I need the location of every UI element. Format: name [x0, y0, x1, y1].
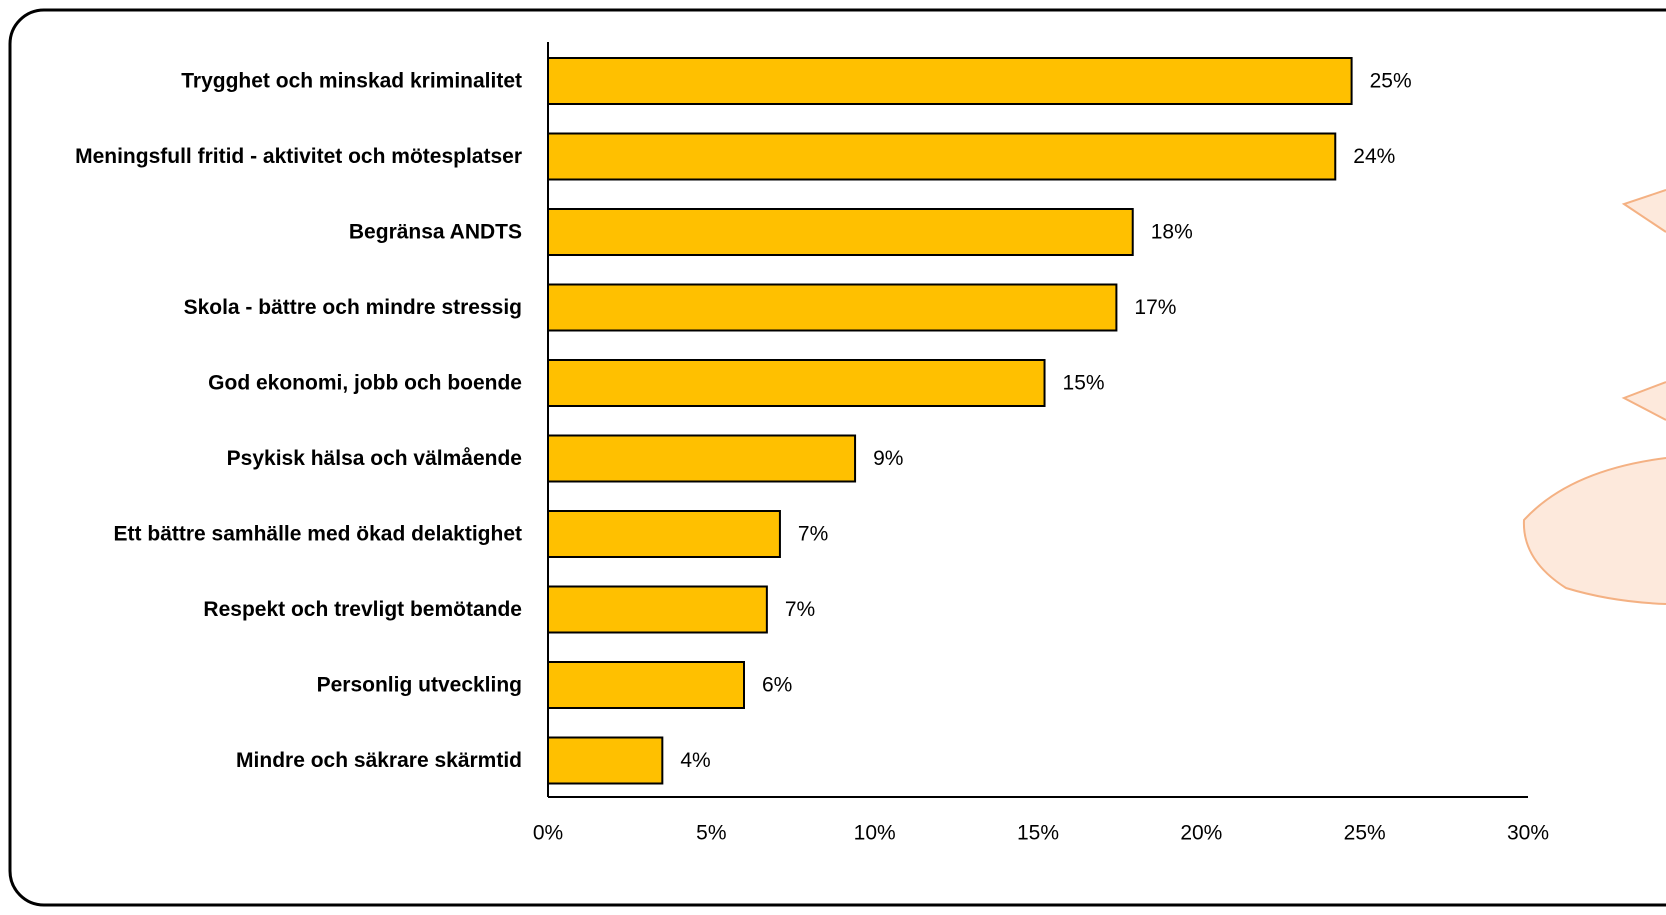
bar-chart: Trygghet och minskad kriminalitet 25% Meni…: [75, 42, 1549, 845]
callout-pointer-lower: [1621, 381, 1666, 421]
x-tick-label: 5%: [696, 822, 726, 845]
x-tick-label: 25%: [1344, 822, 1386, 845]
x-tick-label: 0%: [533, 822, 563, 845]
callout-bubble: [1522, 457, 1666, 605]
callout-pointer-upper: [1621, 189, 1666, 233]
x-tick-label: 15%: [1017, 822, 1059, 845]
bar: [547, 132, 1337, 181]
bar: [547, 736, 664, 785]
category-label: God ekonomi, jobb och boende: [208, 372, 522, 395]
bar: [547, 283, 1118, 332]
bar: [547, 510, 781, 558]
x-tick-label: 10%: [854, 822, 896, 845]
category-label: Mindre och säkrare skärmtid: [236, 749, 522, 772]
category-label: Skola - bättre och mindre stressig: [184, 296, 522, 319]
bar: [547, 208, 1134, 256]
bar: [547, 359, 1046, 407]
data-label: 15%: [1063, 372, 1105, 395]
data-label: 9%: [873, 447, 903, 470]
bar: [547, 434, 857, 483]
bar: [547, 661, 745, 709]
bar: [547, 585, 768, 634]
data-label: 4%: [680, 749, 710, 772]
data-label: 17%: [1134, 296, 1176, 319]
data-label: 7%: [785, 598, 815, 621]
category-label: Personlig utveckling: [317, 674, 522, 697]
x-tick-label: 30%: [1507, 822, 1549, 845]
data-label: 25%: [1370, 70, 1412, 93]
category-label: Ett bättre samhälle med ökad delaktighet: [114, 523, 522, 546]
category-label: Meningsfull fritid - aktivitet och mötes…: [75, 145, 522, 168]
bar: [547, 57, 1353, 105]
decorative-callout: [1522, 189, 1666, 605]
data-label: 18%: [1151, 221, 1193, 244]
data-label: 7%: [798, 523, 828, 546]
data-label: 6%: [762, 674, 792, 697]
category-label: Begränsa ANDTS: [349, 221, 522, 244]
category-label: Respekt och trevligt bemötande: [203, 598, 522, 621]
category-label: Trygghet och minskad kriminalitet: [181, 70, 522, 93]
category-label: Psykisk hälsa och välmående: [227, 447, 522, 470]
x-tick-label: 20%: [1180, 822, 1222, 845]
data-label: 24%: [1353, 145, 1395, 168]
